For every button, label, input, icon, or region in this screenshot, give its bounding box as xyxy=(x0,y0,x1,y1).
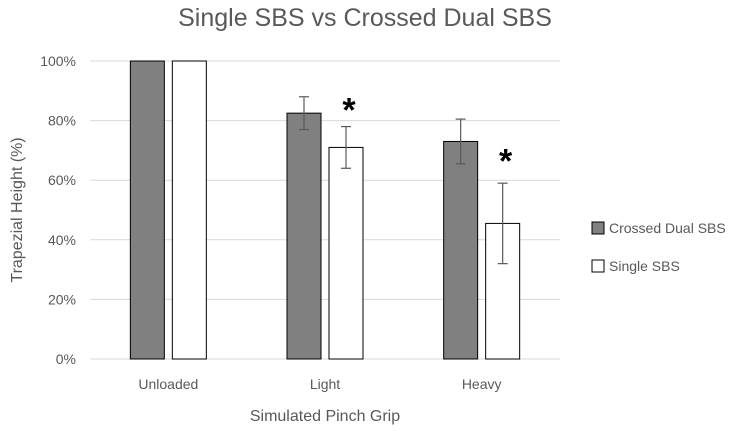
bars xyxy=(129,60,521,360)
bar-light-0 xyxy=(286,112,322,360)
legend-item: Single SBS xyxy=(591,258,680,274)
legend: Crossed Dual SBS Single SBS xyxy=(591,220,726,274)
chart-title: Single SBS vs Crossed Dual SBS xyxy=(178,4,552,32)
error-bars xyxy=(299,96,508,265)
y-tick-label: 60% xyxy=(48,172,76,188)
legend-item: Crossed Dual SBS xyxy=(591,220,726,236)
bar-unloaded-1 xyxy=(171,60,207,360)
annotations: ** xyxy=(342,92,513,181)
error-bar xyxy=(455,118,466,165)
y-tick-label: 80% xyxy=(48,113,76,129)
significance-marker: * xyxy=(342,92,356,130)
y-tick-label: 0% xyxy=(56,351,76,367)
gridlines xyxy=(90,60,560,360)
y-tick-label: 40% xyxy=(48,232,76,248)
bar-heavy-0 xyxy=(443,140,479,360)
error-bar xyxy=(299,96,309,131)
y-tick-label: 20% xyxy=(48,291,76,307)
significance-marker: * xyxy=(499,142,513,180)
x-tick-label: Light xyxy=(310,376,340,392)
bar-light-1 xyxy=(328,146,364,360)
error-bar xyxy=(341,125,351,169)
x-tick-labels: Unloaded Light Heavy xyxy=(138,376,501,392)
y-axis-title: Trapezial Height (%) xyxy=(9,137,26,282)
y-tick-label: 100% xyxy=(40,53,76,69)
legend-swatch xyxy=(591,221,605,235)
legend-label: Single SBS xyxy=(609,258,680,274)
error-bar xyxy=(497,182,508,265)
x-tick-label: Heavy xyxy=(462,376,502,392)
bar-unloaded-0 xyxy=(129,60,165,360)
x-tick-label: Unloaded xyxy=(138,376,198,392)
x-axis-title: Simulated Pinch Grip xyxy=(250,408,400,425)
legend-label: Crossed Dual SBS xyxy=(609,220,726,236)
y-tick-labels: 0% 20% 40% 60% 80% 100% xyxy=(40,53,76,367)
legend-swatch xyxy=(591,259,605,273)
